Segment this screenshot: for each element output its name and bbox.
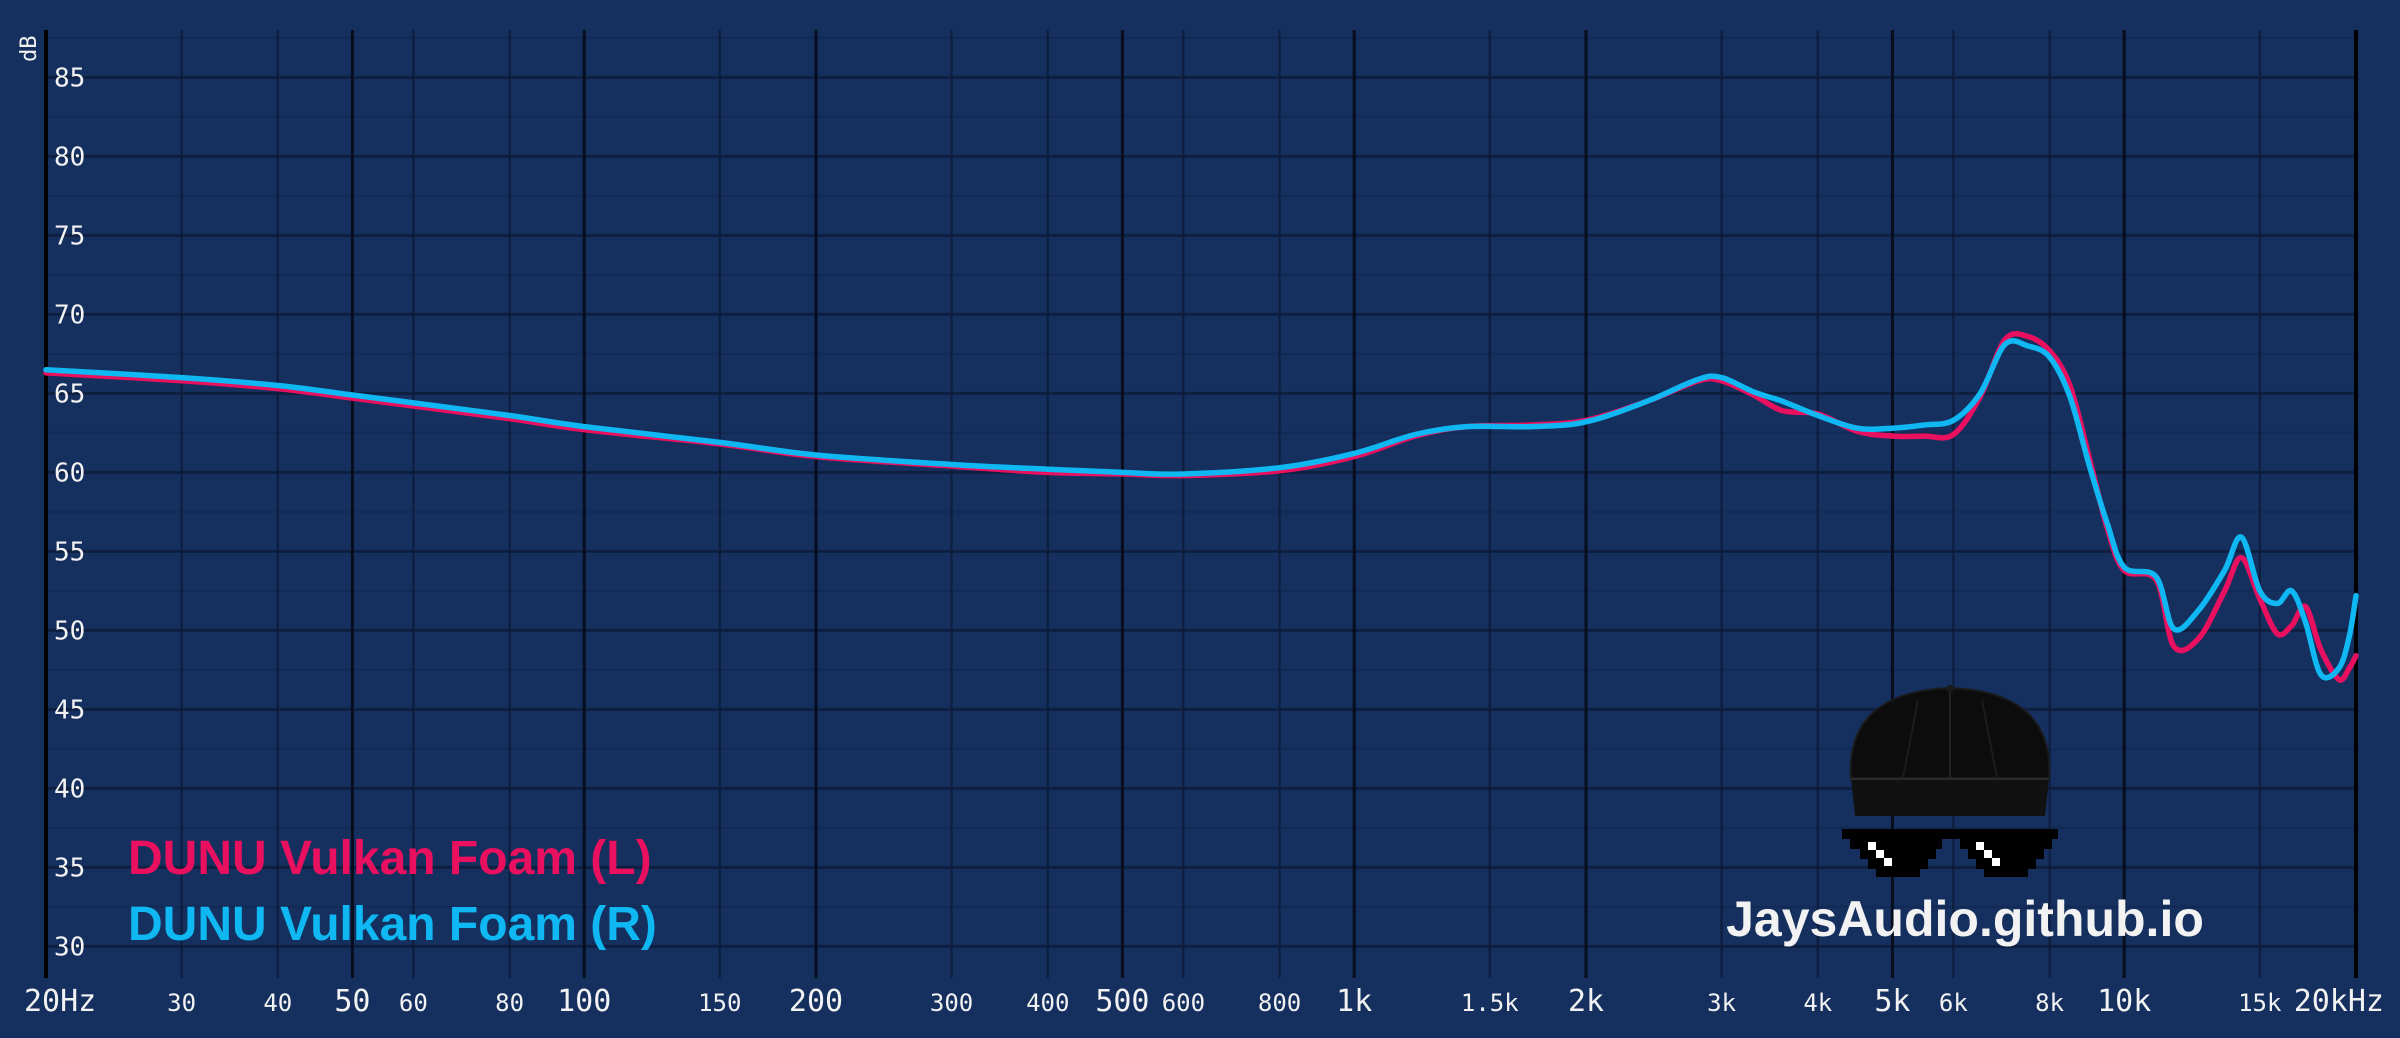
y-tick-label: 40 [54, 774, 85, 804]
y-tick-label: 45 [54, 695, 85, 725]
y-tick-label: 35 [54, 853, 85, 883]
y-tick-label: 50 [54, 616, 85, 646]
x-tick-label: 40 [263, 989, 292, 1017]
x-tick-label: 4k [1803, 989, 1832, 1017]
x-tick-label: 50 [334, 984, 370, 1019]
series-lines [43, 330, 2359, 683]
plot-area [46, 30, 2354, 978]
cap-and-pixel-sunglasses-icon [1842, 685, 2058, 877]
x-tick-label: 3k [1707, 989, 1736, 1017]
horizontal-gridlines [46, 36, 2356, 948]
x-tick-label: 60 [399, 989, 428, 1017]
y-tick-label: 70 [54, 300, 85, 330]
legend-entry-right: DUNU Vulkan Foam (R) [128, 898, 657, 951]
y-axis-unit-label: dB [17, 36, 42, 63]
cap-icon [1849, 685, 2051, 816]
y-tick-label: 30 [54, 932, 85, 962]
y-tick-label: 60 [54, 458, 85, 488]
x-tick-label: 200 [789, 984, 843, 1019]
x-axis-tick-labels: 20Hz 30 40 50 60 80 100 150 200 300 400 500 600 800 1k… [24, 984, 2384, 1019]
x-tick-label: 100 [557, 984, 611, 1019]
x-tick-label: 600 [1162, 989, 1205, 1017]
x-tick-label: 5k [1874, 984, 1910, 1019]
y-axis-tick-labels: 30 35 40 45 50 55 60 65 70 75 80 85 [54, 63, 85, 962]
x-tick-label: 1.5k [1461, 989, 1519, 1017]
x-tick-label: 80 [495, 989, 524, 1017]
x-tick-label: 30 [167, 989, 196, 1017]
x-tick-label: 1k [1336, 984, 1372, 1019]
x-tick-label: 20kHz [2294, 984, 2384, 1019]
y-tick-label: 75 [54, 221, 85, 251]
x-tick-label: 20Hz [24, 984, 96, 1019]
y-tick-label: 55 [54, 537, 85, 567]
x-tick-label: 10k [2097, 984, 2151, 1019]
x-tick-label: 150 [698, 989, 741, 1017]
x-tick-label: 6k [1939, 989, 1968, 1017]
series-line-right [43, 338, 2359, 681]
x-tick-label: 400 [1026, 989, 1069, 1017]
x-tick-label: 8k [2035, 989, 2064, 1017]
x-tick-label: 300 [930, 989, 973, 1017]
x-tick-label: 800 [1258, 989, 1301, 1017]
watermark-text: JaysAudio.github.io [1726, 891, 2204, 947]
x-tick-label: 15k [2238, 989, 2282, 1017]
x-tick-label: 500 [1095, 984, 1149, 1019]
y-tick-label: 80 [54, 142, 85, 172]
pixel-sunglasses-icon [1842, 829, 2058, 877]
x-tick-label: 2k [1568, 984, 1604, 1019]
y-tick-label: 85 [54, 63, 85, 93]
y-tick-label: 65 [54, 379, 85, 409]
vertical-gridlines [180, 30, 2261, 978]
legend-entry-left: DUNU Vulkan Foam (L) [128, 832, 652, 885]
